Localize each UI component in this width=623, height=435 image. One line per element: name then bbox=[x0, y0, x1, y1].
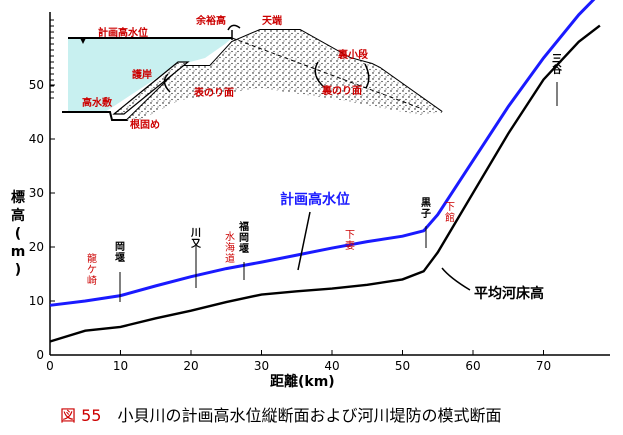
dike-label-crown: 天端 bbox=[262, 14, 282, 27]
dike-label-front-slope: 表のり面 bbox=[193, 86, 234, 99]
revetment bbox=[112, 61, 190, 115]
leader-bed-series bbox=[441, 267, 471, 291]
annot-okaseki: 岡堰 bbox=[115, 241, 125, 264]
x-tick-label: 40 bbox=[324, 359, 339, 373]
seepage-line bbox=[231, 37, 421, 109]
series-line-bed bbox=[49, 24, 601, 343]
x-ticks: 0 10 20 30 40 50 60 70 bbox=[46, 350, 551, 373]
annot-kurogo: 黒子 bbox=[421, 197, 431, 220]
dike-label-back-slope: 裏のり面 bbox=[321, 84, 362, 97]
y-tick-label: 30 bbox=[29, 186, 44, 200]
annot-ryugasaki: 龍ケ崎 bbox=[87, 252, 97, 287]
dike-label-freeboard: 余裕高 bbox=[195, 14, 226, 27]
svg-text:標高(m): 標高(m) bbox=[11, 189, 26, 278]
x-tick-label: 70 bbox=[536, 359, 551, 373]
annot-fukuoka-weir: 福岡堰 bbox=[238, 220, 249, 255]
river-water bbox=[68, 38, 232, 112]
dike-cross-section: 計画高水位 余裕高 天端 護岸 高水敷 表のり面 裏小段 裏のり面 根固め bbox=[62, 14, 443, 131]
x-tick-label: 0 bbox=[46, 359, 54, 373]
hwl-marker-icon bbox=[80, 38, 86, 44]
dike-label-back-berm: 裏小段 bbox=[337, 48, 368, 61]
dike-label-root-fixing: 根固め bbox=[130, 118, 160, 131]
y-tick-label: 50 bbox=[29, 78, 44, 92]
leader-front-slope bbox=[163, 73, 171, 93]
caption-text: 小貝川の計画高水位縦断面および河川堤防の模式断面 bbox=[117, 406, 502, 425]
y-tick-label: 20 bbox=[29, 240, 44, 254]
figure-caption: 図 55 小貝川の計画高水位縦断面および河川堤防の模式断面 bbox=[60, 402, 620, 426]
x-tick-label: 60 bbox=[465, 359, 480, 373]
annot-shimodate: 下館 bbox=[445, 202, 455, 224]
dike-label-high-water-bed: 高水敷 bbox=[82, 96, 113, 109]
y-tick-label: 40 bbox=[29, 132, 44, 146]
leader-crown bbox=[227, 24, 241, 31]
annot-suikaido: 水海道 bbox=[225, 231, 235, 265]
y-tick-label: 0 bbox=[36, 348, 44, 362]
y-tick-label: 10 bbox=[29, 294, 44, 308]
annot-mitani: 三谷 bbox=[552, 53, 563, 76]
x-tick-label: 20 bbox=[183, 359, 198, 373]
dike-body bbox=[112, 30, 442, 120]
annot-kawamata: 川又 bbox=[190, 227, 202, 250]
leader-back-slope bbox=[314, 61, 326, 89]
caption-number: 図 55 bbox=[60, 406, 102, 425]
annot-shimotsuma: 下妻 bbox=[345, 230, 355, 252]
x-tick-label: 30 bbox=[254, 359, 269, 373]
x-axis-title: 距離(km) bbox=[270, 373, 335, 390]
leader-back-berm bbox=[364, 63, 370, 89]
x-tick-label: 10 bbox=[113, 359, 128, 373]
series-line-hwl bbox=[49, 0, 596, 307]
high-water-bed bbox=[62, 112, 132, 128]
y-axis-title: 標高(m) bbox=[11, 189, 26, 278]
y-ticks: 0 10 20 30 40 50 bbox=[29, 19, 55, 362]
series-label-bed: 平均河床高 bbox=[474, 285, 544, 302]
series-label-hwl: 計画高水位 bbox=[280, 191, 350, 208]
leader-hwl-series bbox=[297, 211, 311, 271]
x-tick-label: 50 bbox=[395, 359, 410, 373]
dike-label-revetment: 護岸 bbox=[132, 68, 152, 81]
dike-label-hwl: 計画高水位 bbox=[98, 26, 148, 39]
